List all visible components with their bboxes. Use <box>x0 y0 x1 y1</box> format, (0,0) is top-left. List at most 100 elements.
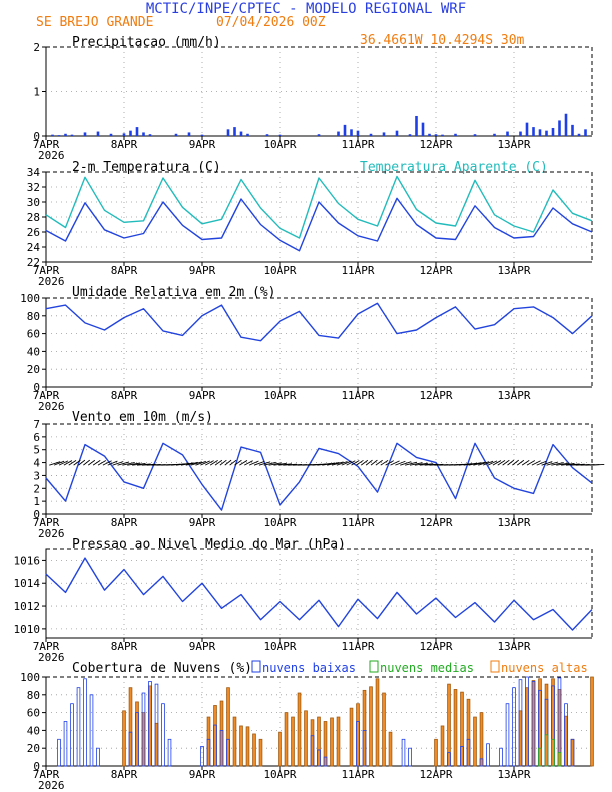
wind-barb <box>117 461 130 466</box>
high-cloud-bar <box>369 686 373 767</box>
x-tick-label: 9APR <box>189 138 216 151</box>
low-cloud-bar <box>486 743 490 767</box>
y-tick-label: 80 <box>27 689 40 702</box>
wind-barb <box>87 459 96 466</box>
low-cloud-bar <box>206 738 211 767</box>
high-cloud-bar <box>551 678 555 767</box>
x-year-label: 2026 <box>38 527 65 540</box>
precip-bar <box>343 124 347 136</box>
y-tick-label: 20 <box>27 742 40 755</box>
wind-barb <box>341 460 352 466</box>
y-tick-label: 80 <box>27 310 40 323</box>
low-cloud-bar <box>76 687 81 767</box>
low-cloud-bar <box>83 678 87 767</box>
wind-barb <box>205 460 214 466</box>
y-tick-label: 7 <box>33 418 40 431</box>
high-cloud-bar <box>590 676 594 767</box>
precip-bar <box>337 131 340 136</box>
humidity-line <box>45 302 593 342</box>
low-cloud-bar <box>200 746 204 767</box>
panel-frame <box>45 423 593 515</box>
wind-barb <box>536 460 547 466</box>
x-tick-label: 8APR <box>111 264 138 277</box>
mid-cloud-bar <box>557 752 562 767</box>
wind-barb <box>224 459 232 466</box>
high-cloud-bar <box>206 716 211 767</box>
x-tick-label: 13APR <box>497 138 530 151</box>
mid-cloud-legend-swatch <box>369 660 379 673</box>
high-cloud-bar <box>447 683 451 767</box>
x-tick-label: 13APR <box>497 640 530 653</box>
temp-panel-title: 2-m Temperatura (C) <box>72 160 221 175</box>
wind-barb <box>590 463 605 466</box>
x-tick-label: 9APR <box>189 768 216 781</box>
precip-bar <box>317 134 321 136</box>
y-tick-label: 1 <box>33 495 40 508</box>
precip-bar <box>532 127 535 136</box>
low-cloud-bar <box>141 692 146 767</box>
precip-bar <box>278 134 282 136</box>
precip-bar <box>200 134 204 136</box>
x-tick-label: 7APR <box>33 768 60 781</box>
wind-barb <box>546 461 559 466</box>
high-cloud-bar <box>544 683 549 767</box>
x-tick-label: 13APR <box>497 389 530 402</box>
x-tick-label: 8APR <box>111 138 138 151</box>
low-cloud-bar <box>226 738 230 767</box>
wind-barb <box>502 459 510 466</box>
high-cloud-bar <box>479 712 484 767</box>
y-tick-label: 26 <box>27 226 40 239</box>
x-year-label: 2026 <box>38 149 65 162</box>
low-cloud-bar <box>460 746 464 767</box>
precip-panel-title: Precipitacao (mm/h) <box>72 35 221 50</box>
panel-frame <box>45 548 593 639</box>
y-tick-label: 1010 <box>14 623 41 636</box>
precip-bar <box>428 133 431 136</box>
wind-barb <box>268 462 282 466</box>
wind-barb <box>234 459 242 466</box>
y-tick-label: 22 <box>27 256 40 269</box>
precip-bar <box>135 127 139 136</box>
precip-bar <box>246 133 249 136</box>
high-cloud-bar <box>252 733 256 767</box>
low-cloud-bar <box>310 735 315 767</box>
x-tick-label: 7APR <box>33 640 60 653</box>
high-cloud-bar <box>570 738 575 767</box>
y-tick-label: 1016 <box>14 554 41 567</box>
wind-barb <box>492 460 502 466</box>
high-cloud-bar <box>557 689 562 767</box>
low-cloud-bar <box>317 749 321 767</box>
precip-bar <box>142 132 145 136</box>
low-cloud-bar <box>512 687 516 767</box>
wind-barb <box>49 461 61 466</box>
pressure-panel-title: Pressao ao Nivel Medio do Mar (hPa) <box>72 537 346 552</box>
wind-barb <box>365 459 373 466</box>
low-cloud-legend-swatch <box>251 660 261 673</box>
x-tick-label: 11APR <box>341 768 374 781</box>
precip-bar <box>519 131 522 136</box>
high-cloud-bar <box>141 712 146 767</box>
high-cloud-bar <box>154 722 159 767</box>
x-tick-label: 12APR <box>419 138 452 151</box>
precip-bar <box>441 134 444 136</box>
low-cloud-bar <box>323 756 328 767</box>
high-cloud-bar <box>317 716 321 767</box>
precip-bar <box>174 133 178 136</box>
precip-bar <box>369 133 373 136</box>
wind-barb <box>78 459 86 466</box>
wind-barb <box>516 459 525 466</box>
wind-barb <box>132 463 146 466</box>
y-tick-label: 0 <box>33 508 40 521</box>
wind-barb <box>97 460 107 466</box>
x-tick-label: 10APR <box>263 264 296 277</box>
low-cloud-bar <box>499 747 503 767</box>
x-tick-label: 13APR <box>497 516 530 529</box>
wind-barb <box>214 459 223 466</box>
high-cloud-legend-label: nuvens altas <box>501 661 588 675</box>
low-cloud-bar <box>564 703 568 767</box>
precip-bar <box>83 132 87 136</box>
low-cloud-bar <box>570 738 575 767</box>
high-cloud-bar <box>525 687 529 767</box>
y-tick-label: 1 <box>33 86 40 99</box>
